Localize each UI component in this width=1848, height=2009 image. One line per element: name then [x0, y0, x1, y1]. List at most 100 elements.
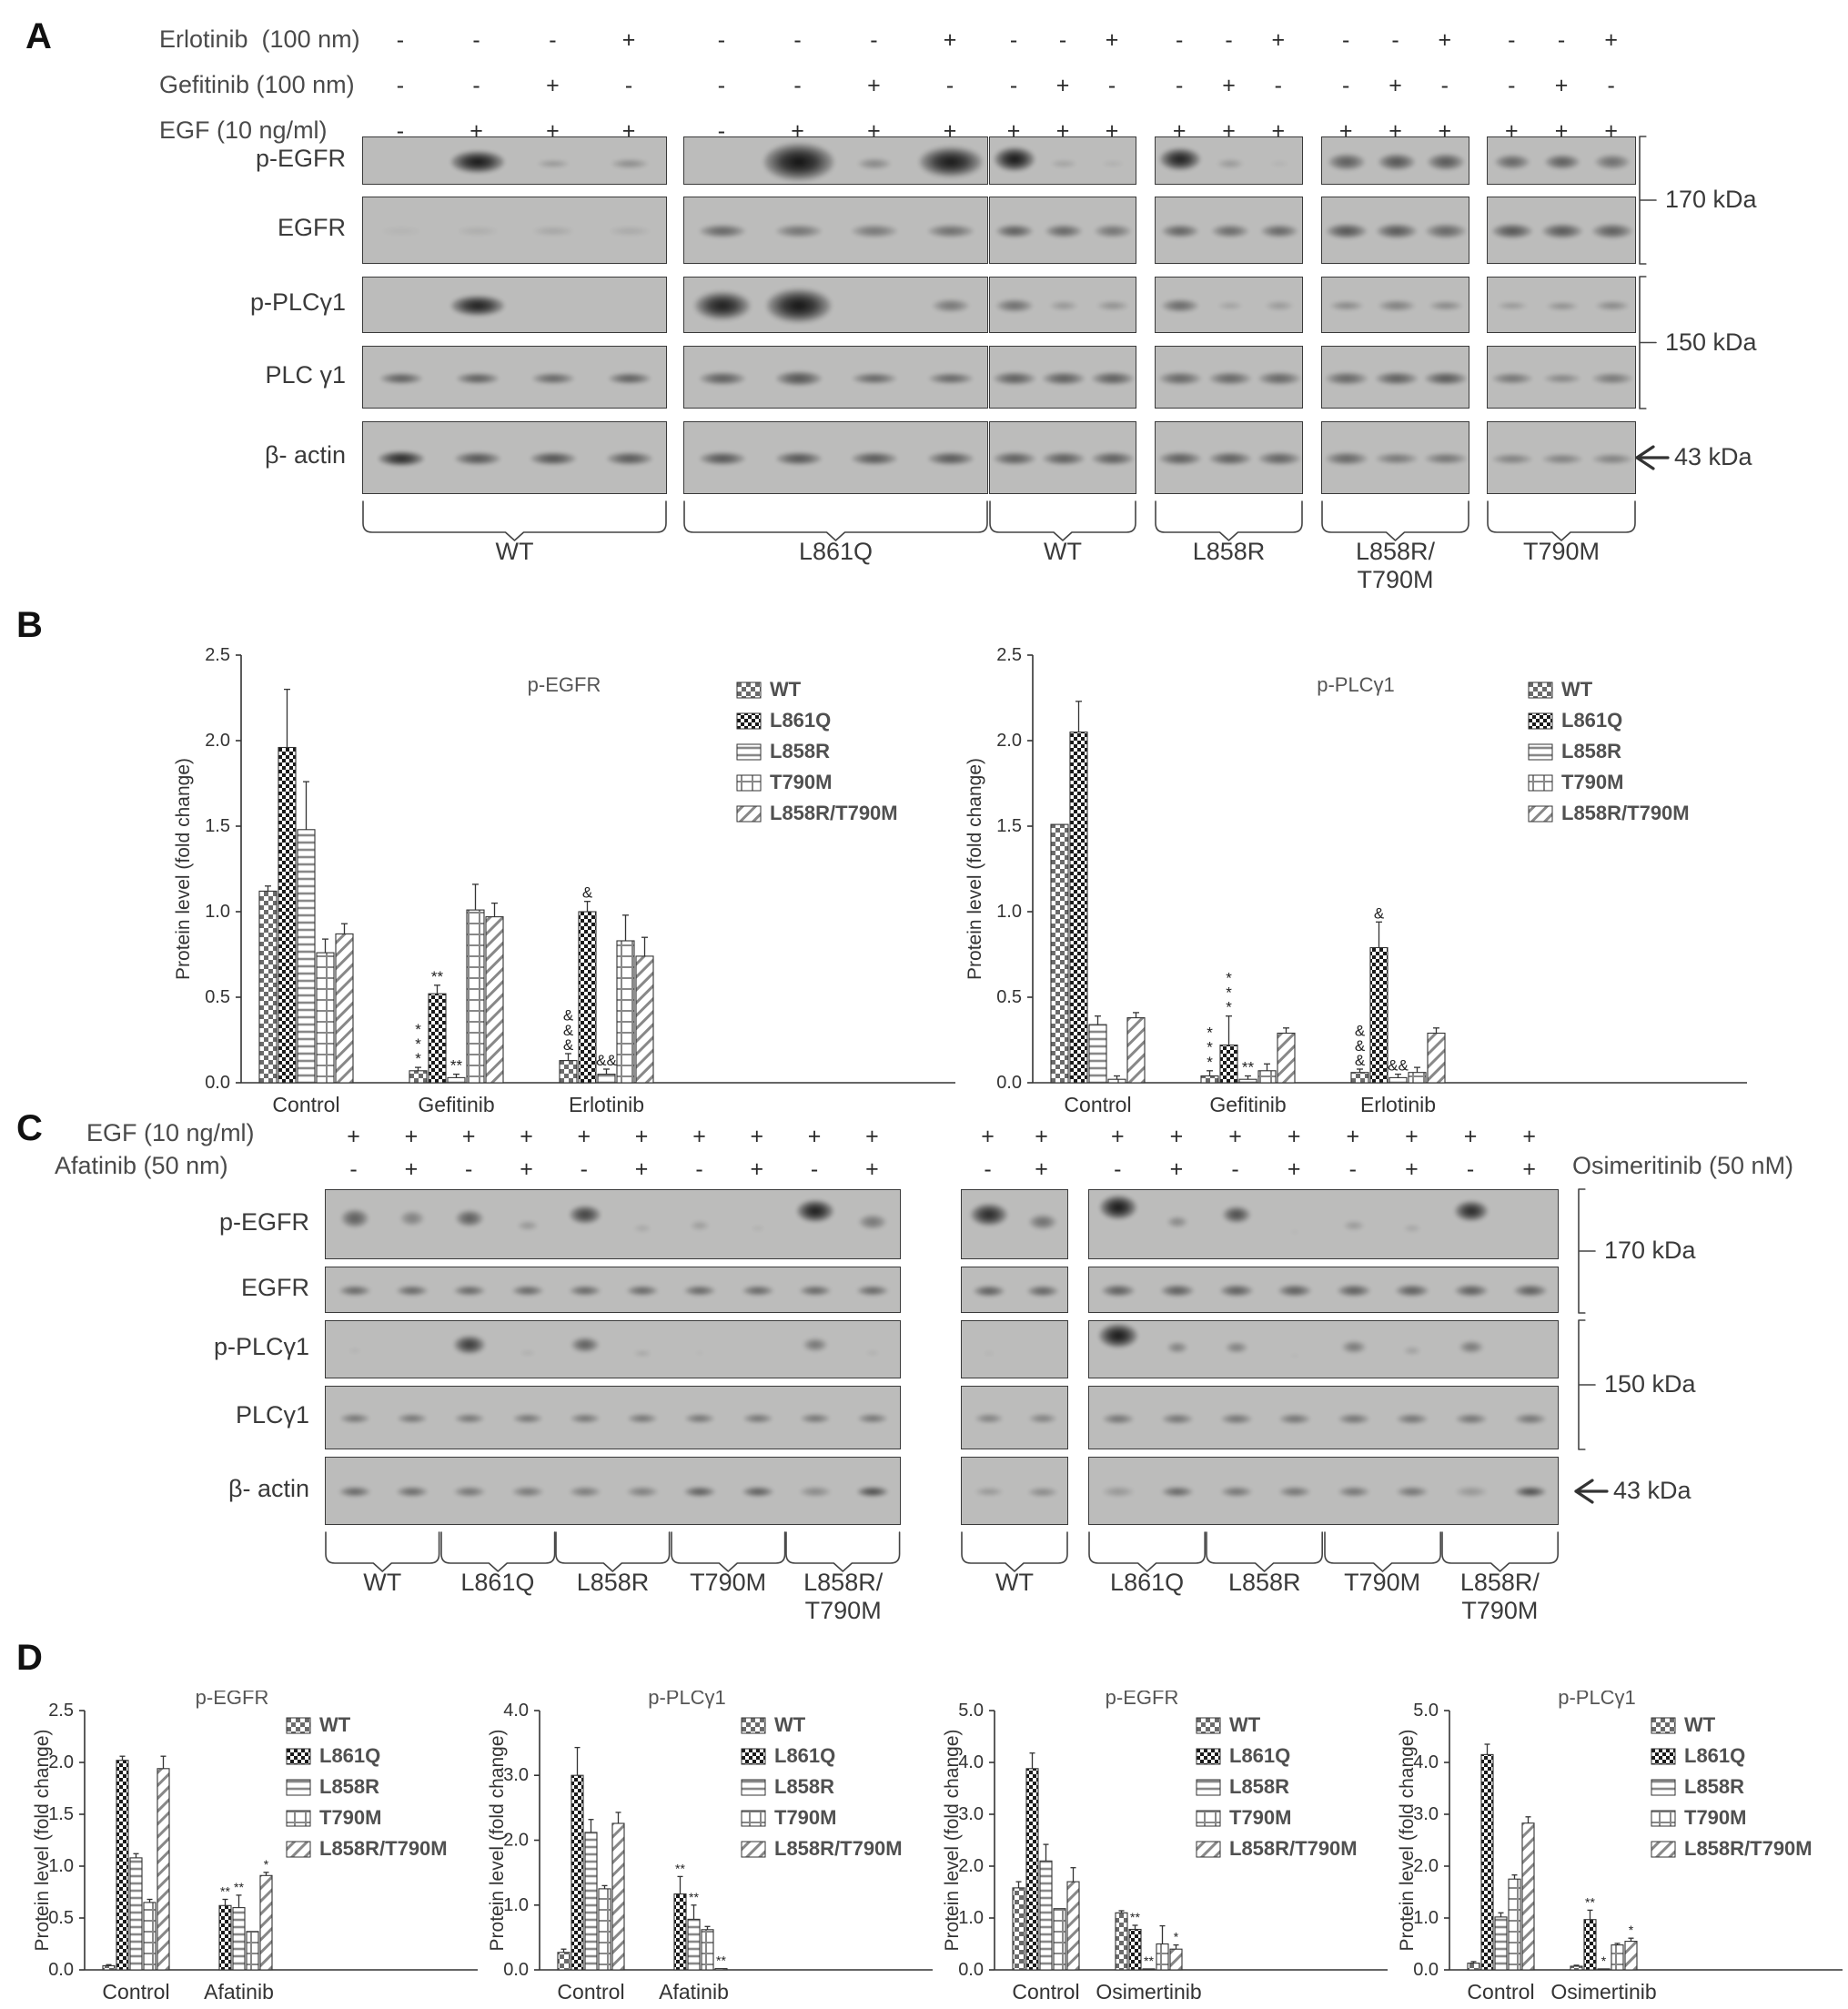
svg-text:WT: WT [319, 1713, 351, 1736]
svg-text:2.0: 2.0 [205, 731, 230, 751]
svg-text:Control: Control [272, 1093, 339, 1116]
svg-text:T790M: T790M [1229, 1806, 1291, 1829]
svg-text:&: & [582, 884, 593, 902]
svg-text:&: & [1355, 1052, 1366, 1069]
svg-text:WT: WT [770, 678, 802, 701]
svg-text:L858R/T790M: L858R/T790M [770, 802, 898, 824]
svg-text:Gefitinib: Gefitinib [1209, 1093, 1286, 1116]
svg-text:L858R: L858R [774, 1775, 834, 1798]
svg-text:L858R/T790M: L858R/T790M [1229, 1837, 1358, 1860]
svg-text:*: * [415, 1050, 421, 1067]
svg-text:L861Q: L861Q [319, 1744, 380, 1767]
svg-text:T790M: T790M [770, 771, 832, 793]
svg-text:&: & [563, 1022, 574, 1039]
svg-text:**: ** [450, 1057, 463, 1075]
svg-text:**: ** [689, 1890, 699, 1904]
svg-text:*: * [1226, 999, 1232, 1016]
svg-text:5.0: 5.0 [958, 1701, 984, 1721]
svg-text:Protein level (fold change): Protein level (fold change) [173, 758, 194, 980]
svg-text:1.0: 1.0 [205, 902, 230, 922]
svg-text:T790M: T790M [1684, 1806, 1746, 1829]
svg-text:1.5: 1.5 [996, 816, 1022, 836]
svg-text:Protein level (fold change): Protein level (fold change) [1397, 1730, 1418, 1952]
svg-text:**: ** [675, 1861, 685, 1875]
svg-text:**: ** [431, 968, 444, 985]
svg-text:Protein level (fold change): Protein level (fold change) [942, 1730, 963, 1952]
svg-text:L858R/T790M: L858R/T790M [1684, 1837, 1813, 1860]
svg-text:1.0: 1.0 [996, 902, 1022, 922]
svg-text:Control: Control [102, 1980, 169, 2004]
svg-text:*: * [1629, 1923, 1634, 1937]
svg-text:**: ** [1130, 1910, 1140, 1924]
svg-text:2.5: 2.5 [48, 1701, 74, 1721]
svg-text:**: ** [234, 1880, 244, 1894]
svg-text:L858R/T790M: L858R/T790M [319, 1837, 448, 1860]
svg-text:WT: WT [1561, 678, 1593, 701]
svg-text:L858R/T790M: L858R/T790M [1561, 802, 1690, 824]
svg-text:0.0: 0.0 [996, 1073, 1022, 1093]
svg-text:L858R: L858R [1561, 740, 1621, 762]
svg-text:L858R: L858R [1684, 1775, 1744, 1798]
svg-text:2.0: 2.0 [996, 731, 1022, 751]
svg-text:Protein level (fold change): Protein level (fold change) [964, 758, 985, 980]
svg-text:WT: WT [1684, 1713, 1716, 1736]
svg-text:0.0: 0.0 [1413, 1960, 1439, 1980]
svg-text:1.5: 1.5 [205, 816, 230, 836]
svg-text:**: ** [716, 1953, 726, 1968]
svg-text:L858R/T790M: L858R/T790M [774, 1837, 903, 1860]
svg-text:L858R: L858R [770, 740, 830, 762]
svg-text:Erlotinib: Erlotinib [569, 1093, 644, 1116]
svg-text:0.5: 0.5 [205, 987, 230, 1007]
svg-text:0.0: 0.0 [958, 1960, 984, 1980]
svg-text:p-PLCγ1: p-PLCγ1 [1558, 1691, 1636, 1709]
svg-text:p-PLCγ1: p-PLCγ1 [648, 1691, 726, 1709]
svg-text:*: * [1207, 1025, 1213, 1042]
svg-text:T790M: T790M [1561, 771, 1623, 793]
svg-text:Control: Control [1012, 1980, 1079, 2004]
svg-text:Afatinib: Afatinib [204, 1980, 274, 2004]
svg-text:L861Q: L861Q [1684, 1744, 1745, 1767]
svg-text:p-EGFR: p-EGFR [1106, 1691, 1179, 1709]
svg-text:2.5: 2.5 [996, 645, 1022, 665]
svg-text:p-EGFR: p-EGFR [196, 1691, 269, 1709]
svg-text:**: ** [1242, 1059, 1255, 1076]
svg-text:**: ** [1585, 1894, 1595, 1909]
svg-text:Osimertinib: Osimertinib [1096, 1980, 1201, 2004]
svg-text:*: * [415, 1021, 421, 1038]
svg-text:Protein level (fold change): Protein level (fold change) [32, 1730, 53, 1952]
svg-text:&: & [1355, 1023, 1366, 1040]
svg-text:Control: Control [1064, 1093, 1131, 1116]
svg-text:Gefitinib: Gefitinib [418, 1093, 494, 1116]
svg-text:T790M: T790M [319, 1806, 381, 1829]
svg-text:*: * [264, 1857, 269, 1872]
svg-text:Protein level (fold change): Protein level (fold change) [487, 1730, 508, 1952]
svg-text:Osimertinib: Osimertinib [1550, 1980, 1656, 2004]
svg-text:*: * [1226, 969, 1232, 986]
svg-text:Afatinib: Afatinib [659, 1980, 729, 2004]
svg-text:&: & [563, 1007, 574, 1025]
svg-text:T790M: T790M [774, 1806, 836, 1829]
svg-text:L858R: L858R [319, 1775, 379, 1798]
svg-text:2.5: 2.5 [205, 645, 230, 665]
svg-text:L861Q: L861Q [1561, 709, 1622, 732]
svg-text:p-PLCγ1: p-PLCγ1 [1317, 673, 1395, 696]
svg-text:&&: && [596, 1052, 617, 1069]
svg-text:4.0: 4.0 [503, 1701, 529, 1721]
svg-text:WT: WT [1229, 1713, 1261, 1736]
svg-text:L858R: L858R [1229, 1775, 1289, 1798]
svg-text:&&: && [1388, 1057, 1409, 1075]
svg-text:L861Q: L861Q [774, 1744, 835, 1767]
svg-text:&: & [1374, 904, 1385, 922]
svg-text:0.5: 0.5 [996, 987, 1022, 1007]
svg-text:Control: Control [1467, 1980, 1534, 2004]
svg-text:*: * [1601, 1953, 1607, 1968]
svg-text:**: ** [220, 1884, 230, 1899]
svg-text:L861Q: L861Q [1229, 1744, 1290, 1767]
svg-text:*: * [1207, 1039, 1213, 1056]
svg-text:*: * [1174, 1930, 1179, 1944]
svg-text:5.0: 5.0 [1413, 1701, 1439, 1721]
svg-text:p-EGFR: p-EGFR [528, 673, 601, 696]
svg-text:Control: Control [557, 1980, 624, 2004]
svg-text:**: ** [1144, 1953, 1154, 1968]
svg-text:WT: WT [774, 1713, 806, 1736]
